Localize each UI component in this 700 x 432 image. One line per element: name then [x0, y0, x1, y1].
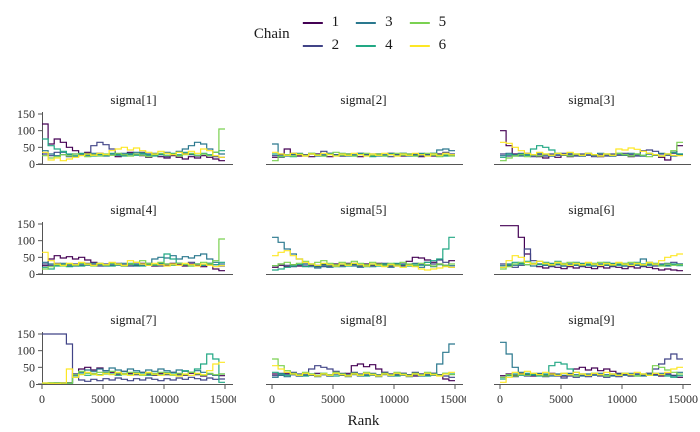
y-tick-label: 50	[23, 250, 35, 264]
trace-chain-6	[42, 146, 225, 162]
y-tick-label: 50	[23, 360, 35, 374]
x-tick-label: 15000	[668, 392, 698, 406]
legend-label-chain-6: 6	[438, 37, 447, 53]
trace-chain-6	[272, 365, 455, 377]
panel-title: sigma[8]	[340, 312, 386, 327]
legend-entry-chain-5: 5	[409, 14, 447, 30]
legend-title: Chain	[253, 25, 290, 42]
panel-title: sigma[1]	[110, 92, 156, 107]
plot-sigma[1]: sigma[1] 0 50 100 150	[17, 92, 233, 170]
panel-title: sigma[9]	[568, 312, 614, 327]
y-tick-label: 0	[29, 267, 35, 280]
x-tick-label: 5000	[321, 392, 345, 406]
legend-entry-chain-2: 2	[302, 37, 340, 53]
panel-title: sigma[4]	[110, 202, 156, 217]
panel-sigma[5]: sigma[5]	[236, 198, 466, 280]
trace-chain-6	[42, 251, 225, 268]
legend-label-chain-4: 4	[385, 37, 393, 53]
panel-title: sigma[5]	[340, 202, 386, 217]
legend-swatch-chain-6	[409, 44, 430, 47]
plot-sigma[7]: sigma[7] 0 50 100 150 0 5000 10000 15000	[17, 312, 236, 406]
legend-label-chain-1: 1	[331, 14, 340, 30]
panel-sigma[2]: sigma[2]	[236, 88, 466, 170]
legend-swatch-chain-5	[409, 21, 430, 24]
legend-label-chain-5: 5	[438, 14, 447, 30]
legend-entry-chain-4: 4	[356, 38, 393, 53]
legend-label-chain-2: 2	[331, 37, 340, 53]
y-tick-label: 100	[17, 234, 35, 248]
x-tick-label: 10000	[607, 392, 637, 406]
x-tick-label: 5000	[91, 392, 115, 406]
panel-sigma[8]: sigma[8] 0 5000 10000 15000 Rank	[236, 308, 466, 430]
panel-title: sigma[7]	[110, 312, 156, 327]
x-tick-label: 15000	[210, 392, 236, 406]
x-tick-label: 0	[269, 392, 275, 406]
plot-sigma[4]: sigma[4] 0 50 100 150	[17, 202, 233, 280]
trace-chain-6	[272, 151, 455, 157]
plot-sigma[2]: sigma[2]	[266, 92, 463, 165]
legend-label-chain-3: 3	[385, 14, 393, 30]
trace-chain-6	[500, 141, 683, 157]
plot-sigma[6]: sigma[6]	[494, 202, 691, 275]
panel-sigma[3]: sigma[3]	[466, 88, 700, 170]
panel-sigma[1]: sigma[1] 0 50 100 150	[0, 88, 236, 170]
x-tick-label: 15000	[440, 392, 466, 406]
legend-entries: 1 2 3 4 5 6	[302, 14, 447, 53]
y-tick-label: 150	[17, 327, 35, 341]
legend-entry-chain-3: 3	[356, 15, 393, 30]
y-tick-label: 0	[29, 377, 35, 391]
trace-chain-6	[500, 253, 683, 268]
x-tick-label: 10000	[379, 392, 409, 406]
y-tick-label: 100	[17, 124, 35, 138]
x-tick-label: 0	[39, 392, 45, 406]
y-tick-label: 150	[17, 217, 35, 231]
legend-swatch-chain-4	[356, 44, 377, 47]
legend-entry-chain-1: 1	[302, 14, 340, 30]
plot-sigma[8]: sigma[8] 0 5000 10000 15000 Rank	[266, 312, 466, 429]
y-tick-label: 100	[17, 344, 35, 358]
panel-sigma[6]: sigma[6]	[466, 198, 700, 280]
x-tick-label: 0	[497, 392, 503, 406]
panel-sigma[9]: sigma[9] 0 5000 10000 15000	[466, 308, 700, 430]
panel-title: sigma[3]	[568, 92, 614, 107]
x-axis-title: Rank	[348, 413, 380, 429]
panel-sigma[4]: sigma[4] 0 50 100 150	[0, 198, 236, 280]
legend-entry-chain-6: 6	[409, 37, 447, 53]
x-tick-label: 5000	[549, 392, 573, 406]
x-tick-label: 10000	[149, 392, 179, 406]
trace-chain-5	[42, 238, 225, 270]
trace-chain-6	[272, 250, 455, 271]
plot-sigma[3]: sigma[3]	[494, 92, 691, 165]
facet-grid: sigma[1] 0 50 100 150 sigma[2] sigma[3] sigma[4…	[0, 88, 700, 430]
panel-sigma[7]: sigma[7] 0 50 100 150 0 5000 10000 15000	[0, 308, 236, 430]
panel-title: sigma[6]	[568, 202, 614, 217]
legend-swatch-chain-2	[302, 44, 323, 47]
trace-chain-2	[42, 333, 225, 382]
plot-sigma[9]: sigma[9] 0 5000 10000 15000	[494, 312, 698, 406]
y-tick-label: 150	[17, 107, 35, 121]
y-tick-label: 0	[29, 157, 35, 170]
chain-legend: Chain 1 2 3 4 5 6	[254, 15, 446, 53]
trace-chain-6	[42, 361, 225, 384]
y-tick-label: 50	[23, 140, 35, 154]
trace-chain-6	[500, 366, 683, 383]
plot-sigma[5]: sigma[5]	[266, 202, 463, 275]
legend-swatch-chain-1	[302, 21, 323, 24]
panel-title: sigma[2]	[340, 92, 386, 107]
legend-swatch-chain-3	[356, 21, 377, 24]
